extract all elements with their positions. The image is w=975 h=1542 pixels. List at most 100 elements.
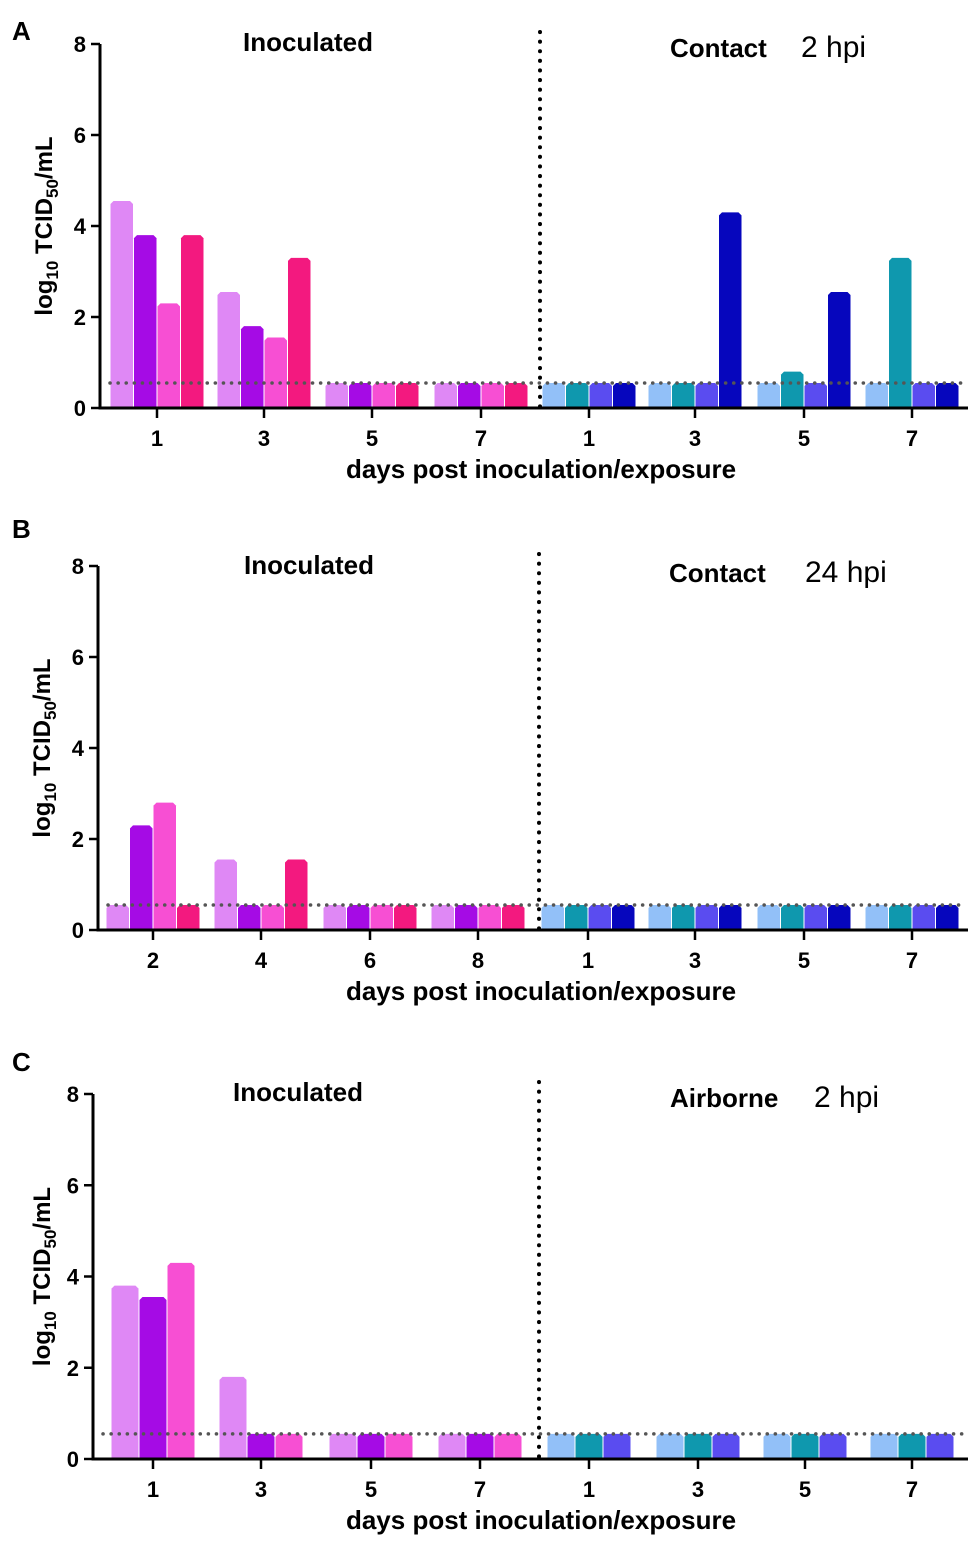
y-tick-label: 4 <box>74 214 87 239</box>
bar-inoculated-2-1 <box>106 904 129 930</box>
x-tick-label: 3 <box>689 948 701 973</box>
y-tick-label: 6 <box>74 123 86 148</box>
panel-label: B <box>12 514 31 544</box>
x-tick-label: 7 <box>906 948 918 973</box>
bar-contact-1-1 <box>547 1433 575 1459</box>
bar-inoculated-3-3 <box>264 337 287 408</box>
y-tick-label: 6 <box>67 1173 79 1198</box>
bar-contact-1-3 <box>603 1433 631 1459</box>
bar-contact-1-1 <box>542 382 565 408</box>
bar-inoculated-7-1 <box>438 1433 466 1459</box>
y-axis-label: log10 TCID50/mL <box>31 136 62 315</box>
bar-contact-7-1 <box>865 904 888 930</box>
bar-inoculated-1-3 <box>167 1262 195 1459</box>
panel-label: C <box>12 1047 31 1077</box>
bar-inoculated-8-2 <box>455 904 478 930</box>
bar-inoculated-7-4 <box>505 382 528 408</box>
y-tick-label: 0 <box>72 918 84 943</box>
left-group-title: Inoculated <box>233 1077 363 1107</box>
bar-contact-3-1 <box>648 904 671 930</box>
x-tick-label: 2 <box>147 948 159 973</box>
y-tick-label: 4 <box>72 736 85 761</box>
x-tick-label: 5 <box>798 948 810 973</box>
x-tick-label: 7 <box>475 426 487 451</box>
panel-b: B 2 4 6 8 1 3 5 7 0 2 4 6 8 log10 TCID50/mL days post i… <box>12 514 968 1006</box>
bar-inoculated-6-4 <box>394 904 417 930</box>
y-axis-label-part: log <box>29 802 56 838</box>
y-axis-label-part: 10 <box>41 1311 60 1330</box>
bar-inoculated-5-1 <box>329 1433 357 1459</box>
bar-contact-5-4 <box>828 291 851 408</box>
bar-inoculated-2-3 <box>153 802 176 930</box>
bar-inoculated-2-2 <box>130 825 153 930</box>
bar-contact-3-3 <box>695 904 718 930</box>
bar-contact-1-3 <box>589 382 612 408</box>
y-axis-label-part: log <box>29 1330 56 1366</box>
x-tick-label: 1 <box>147 1477 159 1502</box>
bar-inoculated-1-1 <box>111 1285 139 1459</box>
bar-contact-5-2 <box>781 904 804 930</box>
bar-inoculated-4-3 <box>261 904 284 930</box>
bar-contact-5-1 <box>763 1433 791 1459</box>
y-tick-label: 6 <box>72 645 84 670</box>
x-tick-label: 3 <box>258 426 270 451</box>
bar-contact-3-2 <box>684 1433 712 1459</box>
bar-contact-1-4 <box>612 904 635 930</box>
right-group-title: Contact <box>670 33 767 63</box>
bar-contact-5-2 <box>791 1433 819 1459</box>
bar-inoculated-6-1 <box>323 904 346 930</box>
bar-inoculated-7-1 <box>434 382 457 408</box>
bar-inoculated-3-4 <box>288 257 311 408</box>
bar-inoculated-3-3 <box>275 1433 303 1459</box>
bar-inoculated-3-2 <box>241 326 264 408</box>
bar-inoculated-5-4 <box>396 382 419 408</box>
x-tick-label: 1 <box>583 426 595 451</box>
bar-inoculated-7-3 <box>494 1433 522 1459</box>
bar-inoculated-3-2 <box>247 1433 275 1459</box>
x-tick-label: 6 <box>364 948 376 973</box>
right-group-timepoint: 2 hpi <box>814 1081 879 1114</box>
y-tick-label: 0 <box>74 396 86 421</box>
left-group-title: Inoculated <box>243 27 373 57</box>
right-group-timepoint: 2 hpi <box>801 31 866 64</box>
bar-contact-3-3 <box>695 382 718 408</box>
panel-a: A 1 3 5 7 1 3 5 7 0 2 4 6 8 log10 TCID50/mL days post i… <box>12 16 968 484</box>
x-tick-label: 5 <box>799 1477 811 1502</box>
bar-contact-7-1 <box>865 382 888 408</box>
x-tick-label: 7 <box>474 1477 486 1502</box>
bar-inoculated-4-1 <box>214 859 237 930</box>
bar-contact-3-2 <box>672 904 695 930</box>
x-tick-label: 5 <box>798 426 810 451</box>
bar-contact-3-4 <box>719 904 742 930</box>
x-tick-label: 3 <box>689 426 701 451</box>
bar-contact-3-1 <box>656 1433 684 1459</box>
bar-inoculated-5-3 <box>385 1433 413 1459</box>
y-axis-label-part: 10 <box>41 783 60 802</box>
bar-contact-3-1 <box>648 382 671 408</box>
y-tick-label: 8 <box>67 1082 79 1107</box>
bar-contact-1-2 <box>565 904 588 930</box>
x-tick-label: 1 <box>582 948 594 973</box>
bar-contact-5-2 <box>781 371 804 408</box>
bar-inoculated-5-2 <box>349 382 372 408</box>
bar-contact-1-3 <box>588 904 611 930</box>
bar-inoculated-1-4 <box>181 235 204 408</box>
bar-contact-1-1 <box>541 904 564 930</box>
y-tick-label: 2 <box>67 1356 79 1381</box>
x-tick-label: 7 <box>906 426 918 451</box>
bar-inoculated-5-3 <box>372 382 395 408</box>
bar-inoculated-2-4 <box>177 904 200 930</box>
bar-contact-7-3 <box>912 382 935 408</box>
y-axis-label-part: TCID <box>29 1249 56 1312</box>
bar-inoculated-7-2 <box>466 1433 494 1459</box>
bar-inoculated-6-2 <box>347 904 370 930</box>
x-axis-label: days post inoculation/exposure <box>346 1505 736 1535</box>
bar-inoculated-5-1 <box>325 382 348 408</box>
bar-inoculated-7-2 <box>458 382 481 408</box>
bar-inoculated-8-4 <box>502 904 525 930</box>
bar-contact-3-3 <box>712 1433 740 1459</box>
x-tick-label: 5 <box>366 426 378 451</box>
bar-contact-5-3 <box>804 904 827 930</box>
y-tick-label: 4 <box>67 1265 80 1290</box>
y-axis-label-part: /mL <box>29 1187 56 1230</box>
